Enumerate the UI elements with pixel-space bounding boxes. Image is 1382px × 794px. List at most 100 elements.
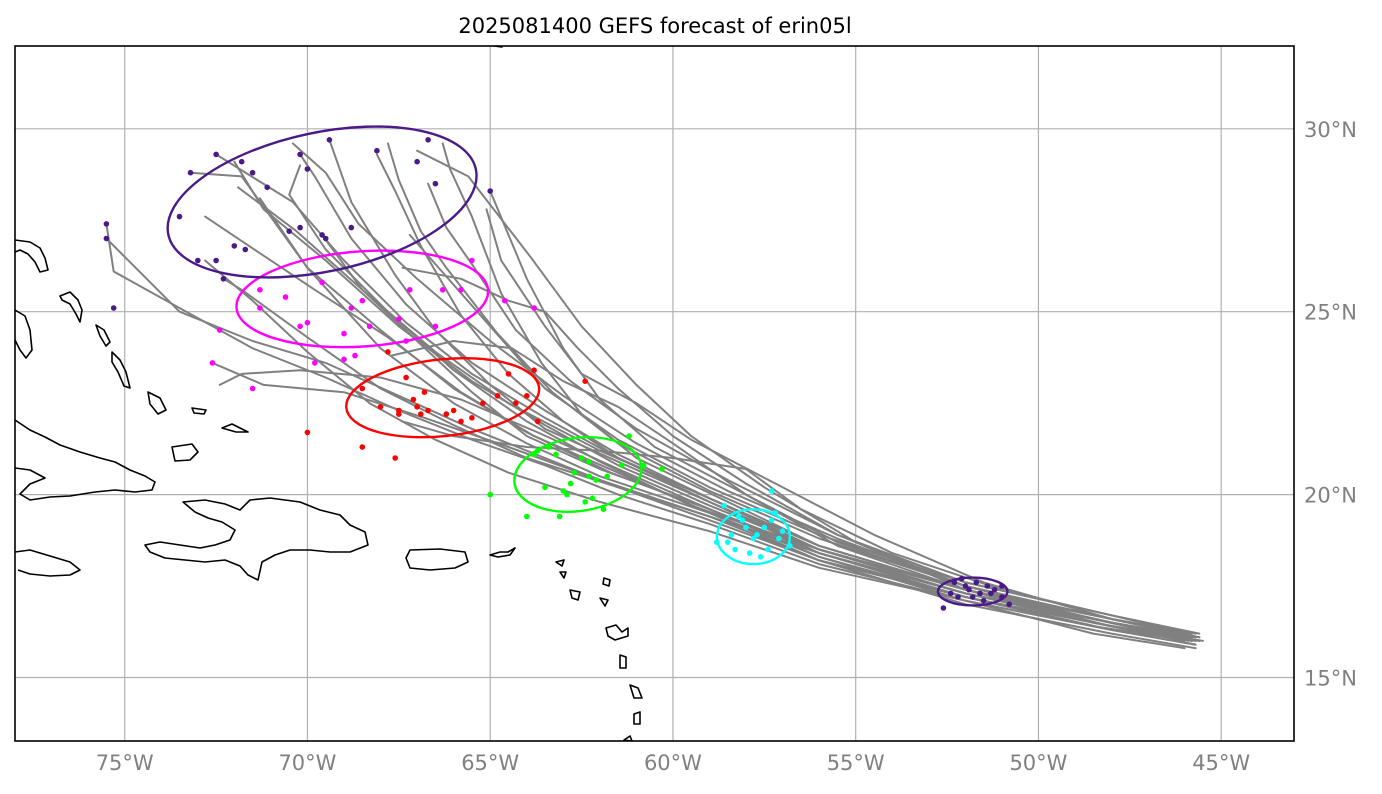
- forecast-point-day5: [257, 305, 263, 311]
- forecast-point-day4: [534, 418, 541, 425]
- forecast-point-day6: [322, 235, 329, 242]
- longitude-tick-labels: 75°W 70°W 65°W 60°W 55°W 50°W 45°W: [96, 751, 1251, 775]
- forecast-point-day4: [513, 400, 519, 407]
- forecast-point-day4: [359, 444, 366, 450]
- forecast-point-day5: [319, 279, 325, 286]
- coastline-hispaniola: [144, 497, 369, 581]
- forecast-point-day6: [286, 228, 293, 234]
- forecast-point-day2: [761, 524, 768, 531]
- lon-tick-label: 60°W: [644, 751, 702, 775]
- forecast-point-day5: [396, 316, 402, 322]
- lon-tick-label: 50°W: [1009, 751, 1067, 775]
- coastline-jamaica: [15, 549, 81, 577]
- forecast-point-day3: [582, 499, 588, 505]
- map-frame: [14, 45, 1295, 742]
- forecast-point-day4: [443, 411, 450, 417]
- forecast-point-day1: [973, 579, 980, 586]
- forecast-point-day5: [366, 323, 373, 330]
- coastline-st-lucia: [629, 684, 643, 699]
- uncertainty-ellipses: [166, 125, 1009, 607]
- coastline-exuma: [111, 351, 131, 389]
- lon-tick-label: 75°W: [96, 751, 154, 775]
- forecast-point-day4: [359, 385, 366, 392]
- forecast-point-day3: [567, 480, 574, 487]
- forecast-point-day5: [469, 257, 475, 264]
- forecast-point-day3: [578, 455, 585, 461]
- forecast-point-day3: [571, 469, 578, 476]
- ensemble-track: [204, 259, 1186, 650]
- map-title: 2025081400 GEFS forecast of erin05l: [458, 14, 851, 38]
- forecast-point-day5: [312, 360, 318, 366]
- forecast-point-day4: [469, 415, 475, 421]
- ensemble-track: [233, 160, 1190, 639]
- forecast-point-day6: [319, 232, 325, 238]
- ensemble-track: [401, 266, 1201, 635]
- forecast-point-day4: [410, 396, 417, 403]
- forecast-point-day4: [414, 404, 420, 410]
- coastline-virgin-islands: [489, 547, 516, 558]
- forecast-point-day5: [297, 323, 303, 330]
- forecast-point-day2: [746, 550, 753, 556]
- coastline-antigua: [602, 577, 611, 587]
- forecast-point-day6: [304, 166, 311, 172]
- forecast-point-day6: [432, 180, 439, 187]
- forecast-point-day3: [553, 451, 559, 458]
- lat-tick-label: 20°N: [1304, 484, 1357, 508]
- forecast-point-day6: [231, 243, 238, 249]
- forecast-point-day1: [991, 586, 998, 593]
- forecast-point-day6: [264, 184, 271, 191]
- forecast-point-day1: [988, 590, 994, 597]
- forecast-point-day4: [396, 407, 402, 414]
- forecast-point-day2: [768, 488, 775, 494]
- latitude-tick-labels: 15°N 20°N 25°N 30°N: [1304, 118, 1357, 691]
- ellipse-day4: [345, 356, 541, 439]
- ensemble-track: [218, 369, 1201, 642]
- forecast-point-day4: [450, 407, 457, 414]
- forecast-point-day5: [359, 297, 366, 304]
- graticule: [15, 46, 1294, 741]
- forecast-point-day4: [418, 411, 424, 417]
- forecast-point-day6: [213, 257, 219, 264]
- forecast-point-day6: [242, 246, 249, 253]
- forecast-point-day2: [735, 513, 742, 520]
- forecast-point-day2: [728, 532, 735, 538]
- forecast-point-day6: [297, 151, 303, 158]
- coastline-guadeloupe: [569, 589, 609, 607]
- forecast-point-day6: [374, 147, 380, 154]
- lon-tick-label: 55°W: [827, 751, 885, 775]
- forecast-point-day6: [238, 158, 245, 165]
- forecast-point-day4: [505, 371, 512, 377]
- forecast-point-day1: [955, 594, 961, 600]
- forecast-point-day3: [487, 491, 494, 498]
- forecast-point-day6: [195, 257, 201, 264]
- forecast-point-day5: [304, 319, 311, 326]
- forecast-point-day4: [480, 400, 486, 407]
- lat-tick-label: 15°N: [1304, 667, 1357, 691]
- coastline-bahamas-chain: [95, 324, 111, 347]
- forecast-point-day2: [768, 517, 775, 523]
- ellipse-day1: [936, 576, 1009, 607]
- forecast-point-day4: [531, 367, 537, 374]
- ensemble-track: [321, 233, 1197, 646]
- forecast-point-day1: [984, 583, 991, 589]
- forecast-point-day4: [304, 429, 311, 436]
- coastline-puerto-rico: [405, 548, 469, 571]
- forecast-point-day6: [213, 151, 219, 158]
- ensemble-track: [237, 186, 1197, 642]
- ensemble-track: [189, 171, 1197, 650]
- ensemble-track: [416, 149, 1186, 642]
- forecast-point-day5: [341, 356, 347, 363]
- forecast-point-day1: [966, 586, 972, 593]
- forecast-point-day2: [739, 517, 746, 523]
- ensemble-track: [211, 361, 1197, 646]
- forecast-point-day5: [257, 287, 263, 293]
- coastline-long-island: [147, 391, 167, 415]
- ensemble-track: [408, 233, 1193, 635]
- lat-tick-label: 25°N: [1304, 301, 1357, 325]
- forecast-point-day4: [582, 378, 588, 385]
- lon-tick-label: 70°W: [278, 751, 336, 775]
- forecast-point-day6: [487, 188, 494, 194]
- forecast-point-day1: [977, 590, 983, 597]
- forecast-point-day6: [103, 235, 110, 242]
